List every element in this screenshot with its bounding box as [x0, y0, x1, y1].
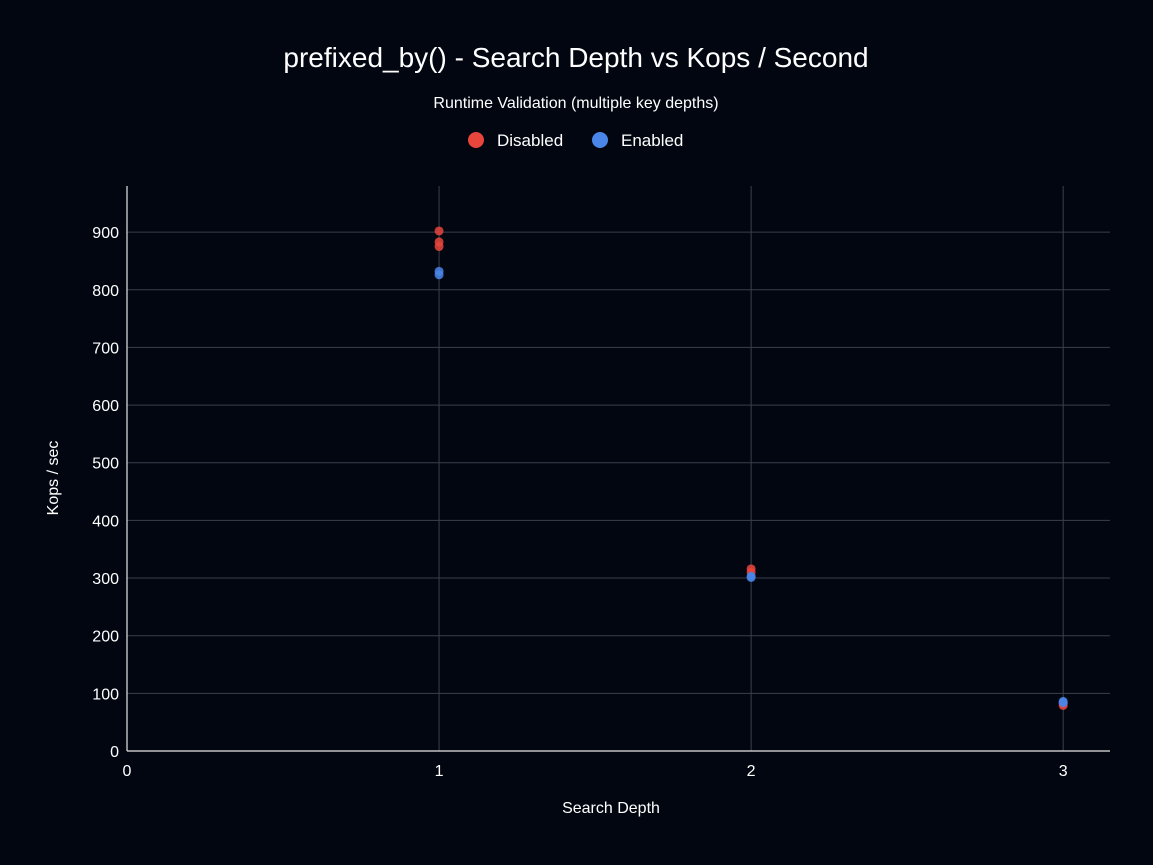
y-axis-title: Kops / sec: [45, 441, 62, 516]
axes: [126, 186, 1110, 752]
grid-lines: [127, 186, 1110, 751]
y-tick-label: 200: [92, 629, 119, 646]
legend: Disabled Enabled: [468, 131, 683, 150]
x-axis-title: Search Depth: [562, 800, 660, 817]
y-tick-label: 700: [92, 340, 119, 357]
y-tick-label: 100: [92, 686, 119, 703]
chart-title: prefixed_by() - Search Depth vs Kops / S…: [283, 42, 868, 73]
data-point-disabled: [434, 242, 444, 252]
chart-subtitle: Runtime Validation (multiple key depths): [433, 95, 718, 112]
tick-labels: 0 100 200 300 400 500 600 700 800 900 0 1 2 3: [92, 225, 1067, 780]
x-tick-label: 2: [747, 763, 756, 780]
data-point-enabled: [746, 572, 756, 582]
y-tick-label: 900: [92, 225, 119, 242]
x-tick-label: 1: [435, 763, 444, 780]
y-tick-label: 500: [92, 456, 119, 473]
data-points: [434, 226, 1068, 710]
data-point-disabled: [434, 226, 444, 236]
y-tick-label: 0: [110, 744, 119, 761]
y-tick-label: 600: [92, 398, 119, 415]
y-tick-label: 300: [92, 571, 119, 588]
legend-marker-enabled: [592, 132, 608, 148]
x-tick-label: 0: [123, 763, 132, 780]
legend-label-enabled: Enabled: [621, 131, 683, 150]
data-point-enabled: [434, 270, 444, 280]
data-point-enabled: [1058, 698, 1068, 708]
legend-marker-disabled: [468, 132, 484, 148]
x-tick-label: 3: [1059, 763, 1068, 780]
legend-label-disabled: Disabled: [497, 131, 563, 150]
y-tick-label: 400: [92, 513, 119, 530]
y-tick-label: 800: [92, 283, 119, 300]
